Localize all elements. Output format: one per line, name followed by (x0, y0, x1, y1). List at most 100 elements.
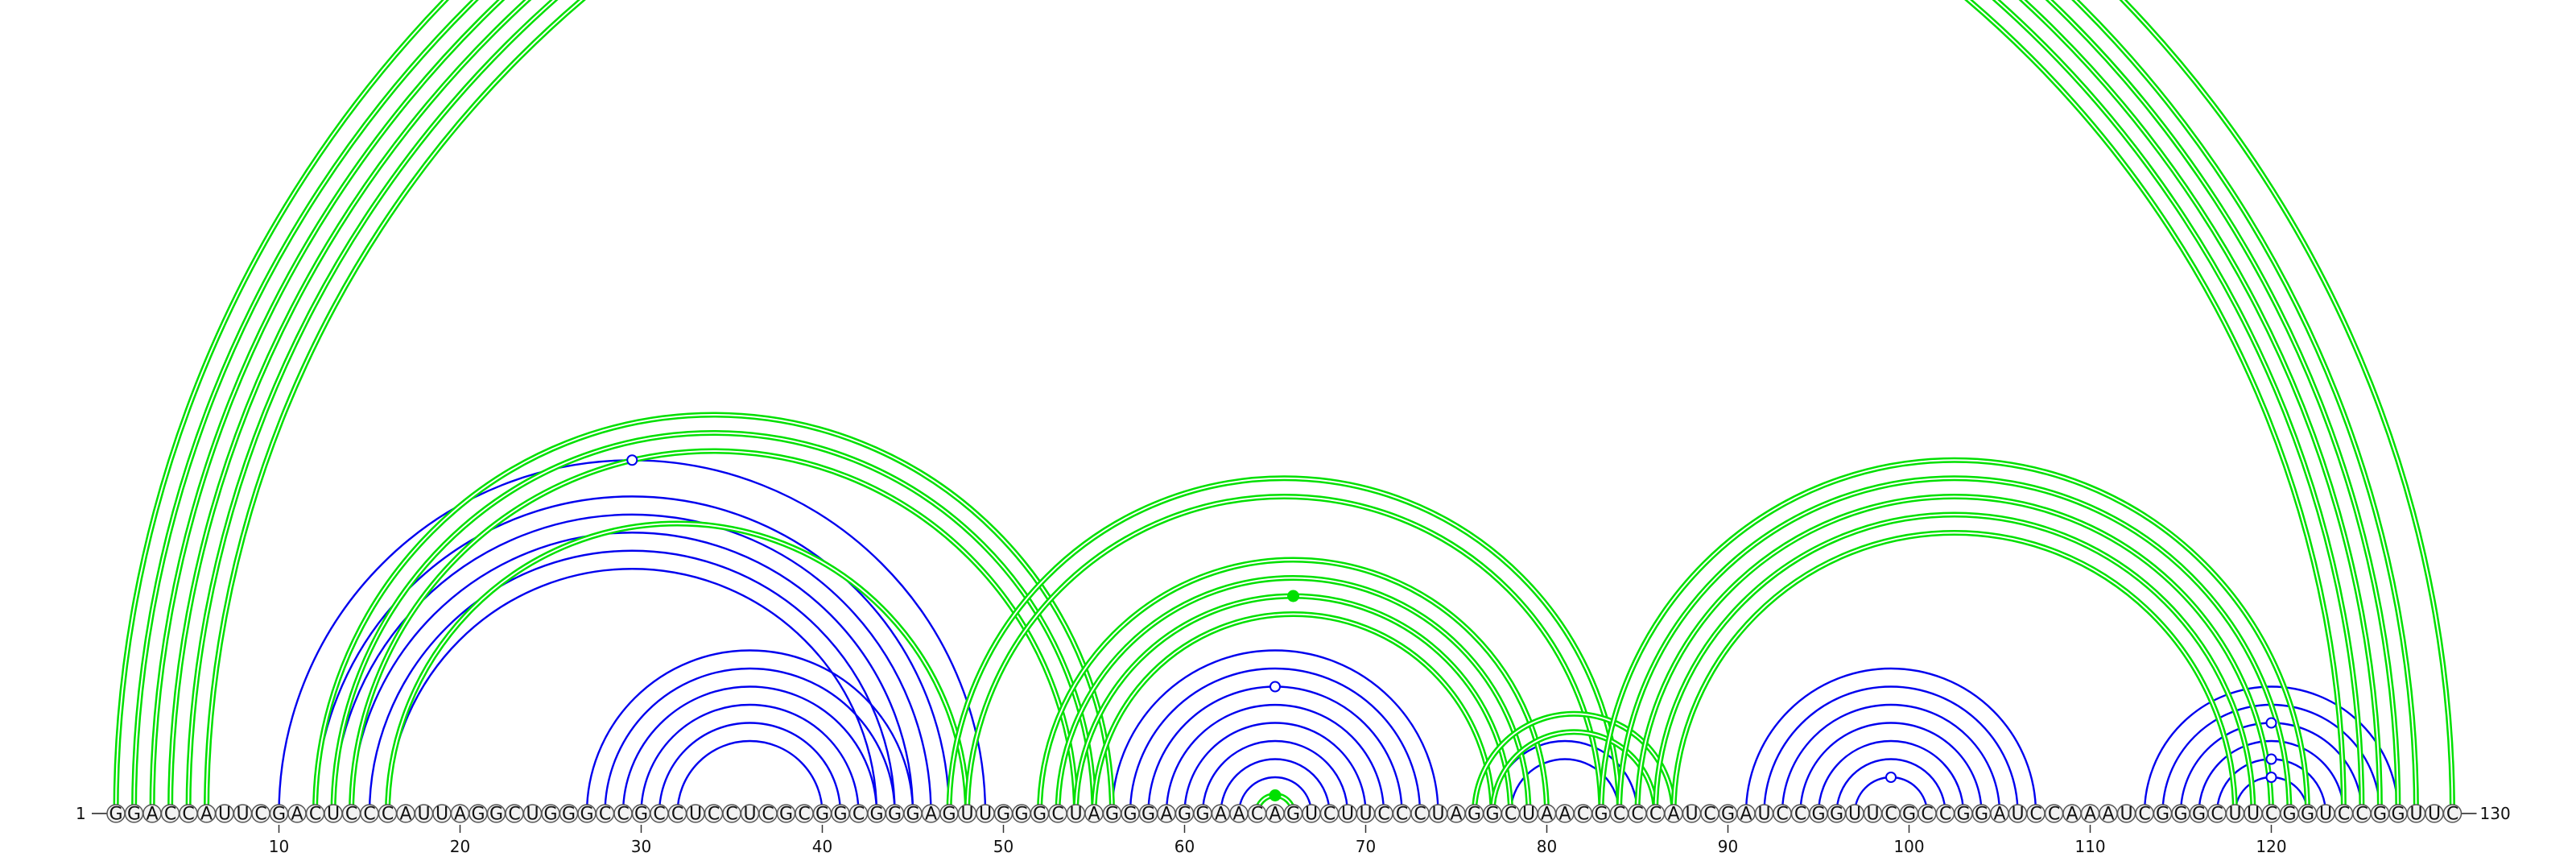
green-arc-inner (151, 0, 2399, 814)
green-arc (113, 0, 2455, 814)
nucleotide: G (2370, 804, 2390, 825)
nucleotide-letter: G (1141, 805, 1155, 825)
axis-tick-label: 30 (631, 837, 651, 856)
nucleotide-letter: G (1468, 805, 1481, 825)
nucleotide: C (160, 804, 180, 825)
nucleotide: U (1682, 804, 1702, 825)
nucleotide: U (2316, 804, 2335, 825)
green-arc-inner (205, 0, 2345, 814)
nucleotide-letter: U (2120, 805, 2132, 825)
nucleotide-letter: C (382, 805, 394, 825)
nucleotide-letter: G (1178, 805, 1191, 825)
blue-open-marker (2265, 753, 2277, 765)
nucleotide: G (559, 804, 579, 825)
nucleotide-letter: U (436, 805, 448, 825)
nucleotide: U (2008, 804, 2028, 825)
blue-arc (585, 649, 914, 814)
nucleotide: C (1501, 804, 1521, 825)
blue-arc (368, 549, 896, 814)
nucleotide-letter: G (833, 805, 847, 825)
nucleotide-letter: A (925, 805, 937, 825)
nucleotide: A (1736, 804, 1756, 825)
nucleotide-letter: U (1848, 805, 1861, 825)
nucleotide: G (1193, 804, 1212, 825)
nucleotide: C (1048, 804, 1067, 825)
nucleotide: G (1283, 804, 1303, 825)
nucleotide: G (831, 804, 850, 825)
nucleotide-circle (2442, 804, 2462, 823)
green-arc (1653, 511, 2256, 814)
green-arc-inner (966, 495, 1602, 814)
blue-arc (640, 703, 860, 814)
blue-arc (314, 495, 951, 814)
nucleotide: C (1392, 804, 1412, 825)
nucleotide: G (1012, 804, 1031, 825)
nucleotide: U (2116, 804, 2136, 825)
nucleotide: G (1102, 804, 1122, 825)
nucleotide-letter: C (617, 805, 629, 825)
nucleotide-letter: G (1123, 805, 1137, 825)
axis-tick-label: 20 (450, 837, 470, 856)
green-arc-inner (386, 523, 968, 814)
green-filled-marker (1269, 789, 1282, 801)
green-arc-inner (1637, 495, 2273, 814)
blue-arc (1817, 739, 1965, 814)
nucleotide: C (1374, 804, 1393, 825)
nucleotide-letter: C (1776, 805, 1788, 825)
nucleotide-letter: C (852, 805, 865, 825)
nucleotide-letter: G (1811, 805, 1825, 825)
nucleotide: G (939, 804, 959, 825)
blue-arc (386, 568, 878, 814)
nucleotide-letter: G (1014, 805, 1028, 825)
nucleotide: G (541, 804, 560, 825)
green-arc-inner (332, 432, 1095, 814)
nucleotide-letter: C (363, 805, 375, 825)
nucleotide-letter: U (526, 805, 539, 825)
green-arc-inner (169, 0, 2381, 814)
nucleotide: U (686, 804, 705, 825)
nucleotide-letter: C (1251, 805, 1263, 825)
nucleotide-letter: C (1323, 805, 1335, 825)
nucleotide: G (2297, 804, 2318, 825)
nucleotide: A (921, 804, 941, 825)
nucleotide: U (1754, 804, 1774, 825)
nucleotide-letter: U (2247, 805, 2260, 825)
nucleotide-letter: A (1088, 805, 1100, 825)
nucleotide-letter: C (1051, 805, 1063, 825)
nucleotide: C (848, 804, 869, 825)
nucleotide: U (1302, 804, 1321, 825)
nucleotide: C (305, 804, 325, 825)
nucleotide-letter: A (1993, 805, 2005, 825)
nucleotide-letter: G (906, 805, 919, 825)
axis-tick-label: 90 (1718, 837, 1738, 856)
end-position-label: 130 (2480, 804, 2511, 823)
nucleotide: U (2406, 804, 2426, 825)
nucleotide-letter: C (725, 805, 737, 825)
nucleotide: G (867, 804, 886, 825)
nucleotide-letter: C (599, 805, 611, 825)
nucleotide-letter: U (1522, 805, 1535, 825)
blue-open-marker (2265, 717, 2277, 729)
nucleotide: C (1773, 804, 1792, 825)
nucleotide: C (795, 804, 814, 825)
nucleotide: C (2334, 804, 2354, 825)
nucleotide: A (196, 804, 217, 825)
axis-tick-label: 120 (2256, 837, 2286, 856)
nucleotide: C (1628, 804, 1647, 825)
nucleotide-letter: G (1902, 805, 1916, 825)
nucleotide-letter: C (2355, 805, 2368, 825)
nucleotide-letter: G (489, 805, 503, 825)
nucleotide-letter: C (2138, 805, 2150, 825)
nucleotide-letter: G (2391, 805, 2405, 825)
nucleotide: C (2207, 804, 2227, 825)
nucleotide-letter: G (942, 805, 956, 825)
blue-arc (2198, 739, 2345, 814)
blue-arc (621, 685, 878, 814)
nucleotide-letter: G (997, 805, 1010, 825)
nucleotide: A (1555, 804, 1575, 825)
blue-arc (658, 722, 842, 814)
nucleotide-letter: A (1160, 805, 1172, 825)
nucleotide-letter: C (1649, 805, 1662, 825)
